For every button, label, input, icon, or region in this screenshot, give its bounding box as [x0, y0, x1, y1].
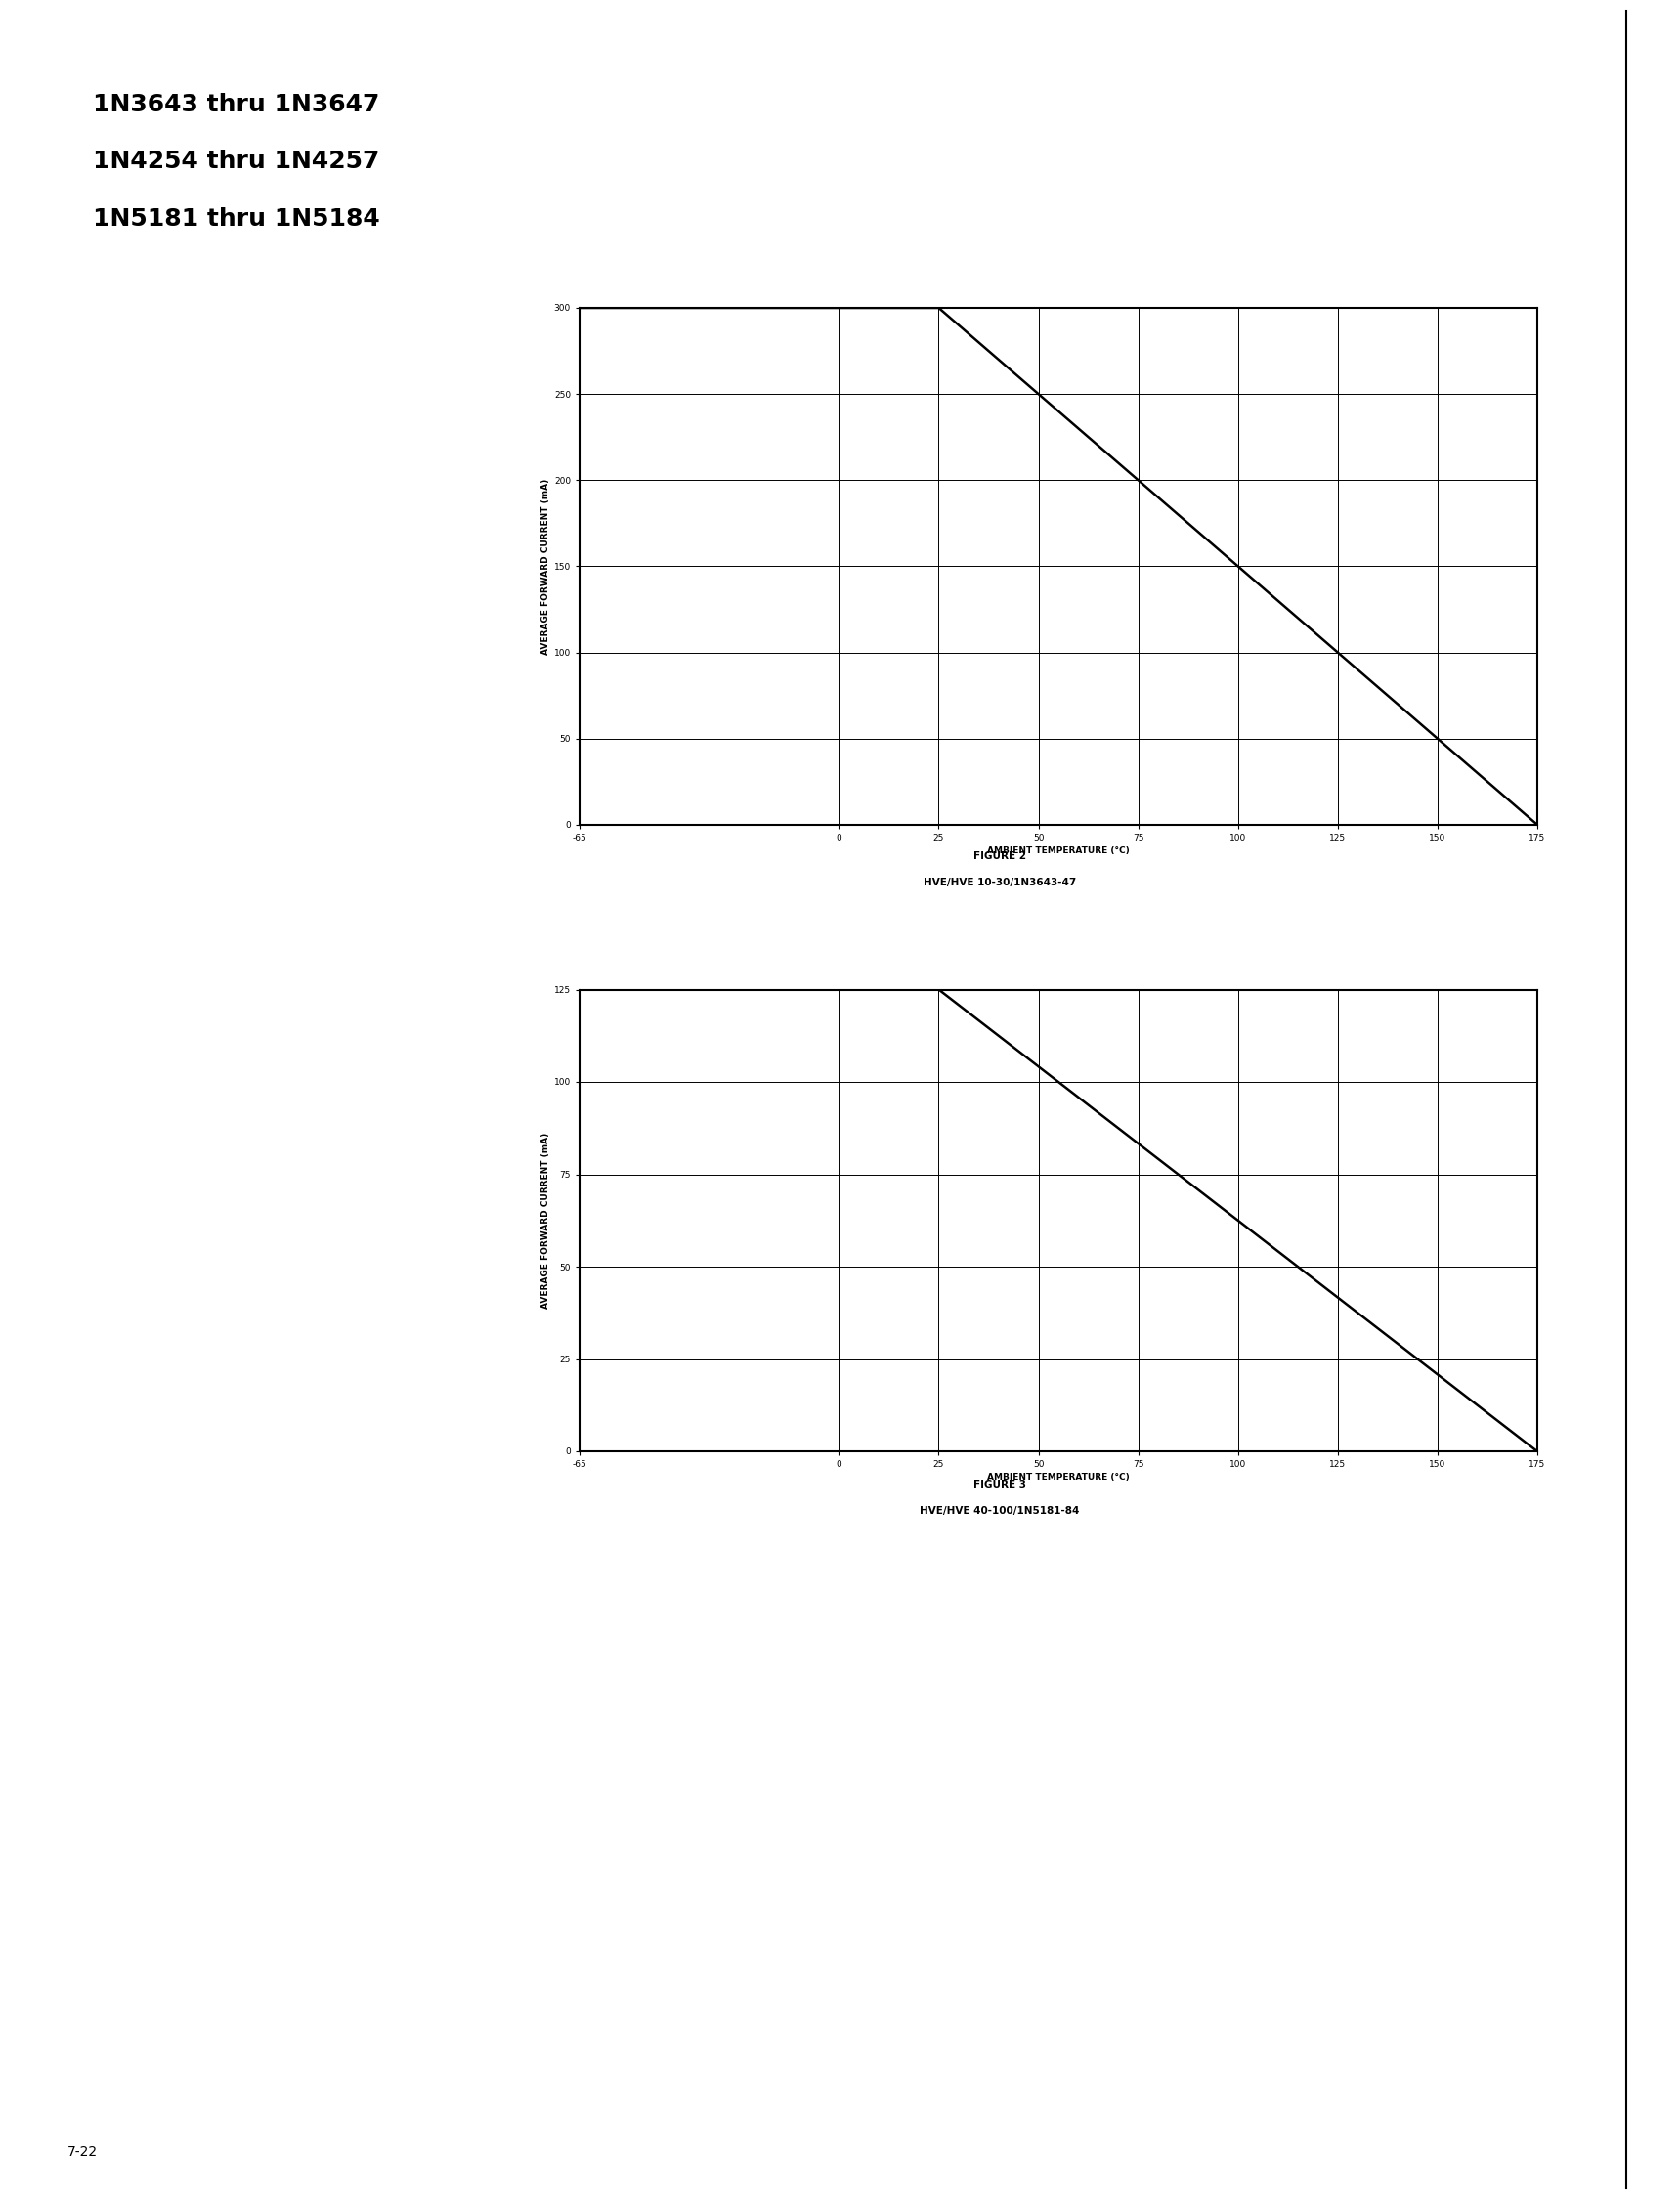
- Text: HVE/HVE 40-100/1N5181-84: HVE/HVE 40-100/1N5181-84: [919, 1506, 1080, 1515]
- Text: FIGURE 3: FIGURE 3: [973, 1480, 1026, 1489]
- X-axis label: AMBIENT TEMPERATURE (°C): AMBIENT TEMPERATURE (°C): [988, 1473, 1129, 1482]
- Text: FIGURE 2: FIGURE 2: [973, 851, 1026, 860]
- Y-axis label: AVERAGE FORWARD CURRENT (mA): AVERAGE FORWARD CURRENT (mA): [541, 477, 549, 655]
- Text: 1N5181 thru 1N5184: 1N5181 thru 1N5184: [92, 207, 380, 231]
- Y-axis label: AVERAGE FORWARD CURRENT (mA): AVERAGE FORWARD CURRENT (mA): [541, 1132, 549, 1308]
- Text: HVE/HVE 10-30/1N3643-47: HVE/HVE 10-30/1N3643-47: [924, 877, 1075, 886]
- Text: 7-22: 7-22: [67, 2146, 97, 2159]
- X-axis label: AMBIENT TEMPERATURE (°C): AMBIENT TEMPERATURE (°C): [988, 847, 1129, 855]
- Text: 1N4254 thru 1N4257: 1N4254 thru 1N4257: [92, 150, 380, 174]
- Text: 1N3643 thru 1N3647: 1N3643 thru 1N3647: [92, 92, 380, 117]
